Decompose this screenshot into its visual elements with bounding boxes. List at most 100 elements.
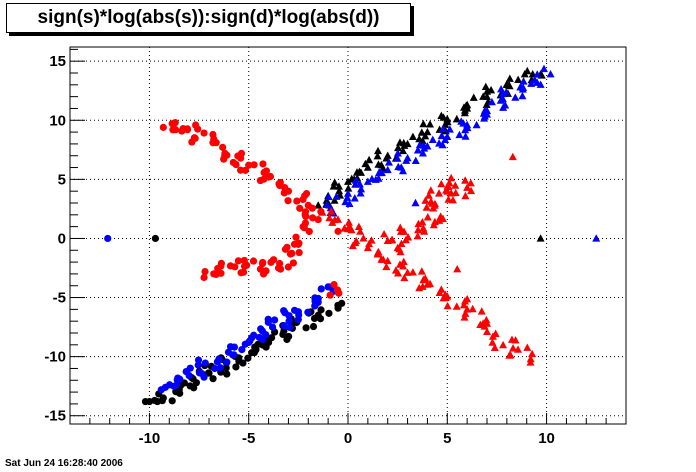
data-point bbox=[200, 273, 208, 282]
data-point bbox=[365, 239, 374, 248]
data-point bbox=[234, 257, 243, 265]
data-point bbox=[452, 114, 461, 123]
data-point bbox=[324, 283, 332, 291]
data-point bbox=[429, 220, 438, 229]
data-point bbox=[302, 212, 310, 221]
data-point bbox=[384, 158, 393, 166]
data-point bbox=[520, 69, 529, 78]
data-point bbox=[418, 149, 427, 157]
data-point bbox=[316, 315, 325, 323]
data-point bbox=[365, 155, 374, 164]
data-point bbox=[546, 69, 555, 78]
data-point bbox=[309, 214, 317, 222]
data-point bbox=[239, 268, 248, 276]
data-point bbox=[488, 338, 497, 346]
data-point bbox=[411, 156, 420, 165]
data-point bbox=[245, 161, 253, 169]
data-point bbox=[393, 154, 402, 162]
data-point bbox=[326, 291, 334, 299]
data-point bbox=[459, 119, 468, 127]
data-point bbox=[394, 143, 403, 152]
data-point bbox=[402, 156, 411, 164]
data-point bbox=[352, 168, 361, 176]
data-point bbox=[393, 243, 402, 252]
data-point bbox=[426, 120, 435, 128]
data-point bbox=[443, 117, 452, 126]
data-point bbox=[363, 163, 372, 171]
data-point bbox=[374, 168, 383, 177]
data-point bbox=[447, 189, 456, 197]
data-point bbox=[292, 233, 300, 241]
data-point bbox=[311, 294, 319, 302]
data-point bbox=[232, 363, 240, 371]
data-point bbox=[380, 229, 389, 238]
data-point bbox=[505, 81, 514, 90]
data-point bbox=[351, 238, 360, 247]
data-point bbox=[213, 358, 222, 366]
data-point bbox=[539, 64, 548, 73]
data-point bbox=[344, 177, 352, 185]
data-point bbox=[487, 97, 496, 106]
x-tick-label: 10 bbox=[538, 430, 555, 447]
data-point bbox=[377, 255, 386, 263]
data-point bbox=[396, 247, 405, 256]
data-point bbox=[490, 343, 499, 352]
data-point bbox=[439, 113, 448, 121]
data-point bbox=[461, 191, 470, 200]
data-point bbox=[351, 180, 360, 188]
data-point bbox=[211, 364, 219, 373]
data-point bbox=[443, 301, 452, 310]
data-point bbox=[481, 82, 490, 91]
data-point bbox=[330, 178, 339, 186]
data-point bbox=[443, 132, 452, 141]
data-point bbox=[262, 267, 270, 275]
data-point bbox=[198, 370, 206, 378]
data-point bbox=[483, 92, 491, 100]
data-point bbox=[291, 306, 299, 314]
data-point bbox=[452, 302, 461, 310]
data-point bbox=[469, 93, 478, 101]
data-point bbox=[241, 166, 250, 174]
data-point bbox=[435, 139, 444, 147]
tick-labels: -10 -5 0 5 10 -15 -10 -5 0 5 10 15 bbox=[44, 53, 555, 447]
data-point bbox=[329, 182, 338, 190]
data-point bbox=[285, 312, 293, 320]
data-point bbox=[514, 75, 523, 84]
data-point bbox=[267, 258, 275, 266]
data-point bbox=[302, 324, 310, 332]
data-point bbox=[413, 231, 422, 240]
data-point bbox=[256, 176, 264, 185]
data-point bbox=[299, 195, 307, 204]
data-point bbox=[393, 149, 402, 157]
data-point bbox=[325, 213, 334, 222]
data-point bbox=[444, 195, 453, 203]
data-point bbox=[334, 182, 343, 190]
data-point bbox=[216, 364, 225, 372]
data-point bbox=[426, 279, 435, 288]
data-point bbox=[533, 78, 542, 86]
data-point bbox=[453, 264, 462, 273]
data-point bbox=[288, 249, 296, 257]
data-point bbox=[240, 256, 249, 265]
data-point bbox=[259, 160, 267, 168]
data-point bbox=[397, 239, 406, 248]
data-point bbox=[480, 106, 489, 114]
data-point bbox=[191, 134, 199, 142]
data-point bbox=[439, 293, 448, 302]
data-point bbox=[479, 319, 488, 327]
data-point bbox=[171, 119, 179, 127]
data-point bbox=[251, 343, 259, 351]
data-point bbox=[428, 135, 437, 144]
data-point bbox=[472, 120, 481, 129]
data-point bbox=[324, 192, 333, 201]
data-point bbox=[408, 132, 417, 140]
data-point bbox=[356, 227, 365, 235]
data-point bbox=[201, 359, 209, 367]
data-point bbox=[241, 340, 249, 348]
data-point bbox=[408, 268, 417, 276]
y-tick-label: -5 bbox=[53, 290, 66, 307]
data-point bbox=[275, 180, 283, 188]
data-point bbox=[491, 329, 500, 337]
data-point bbox=[205, 369, 213, 377]
data-point bbox=[295, 311, 303, 319]
